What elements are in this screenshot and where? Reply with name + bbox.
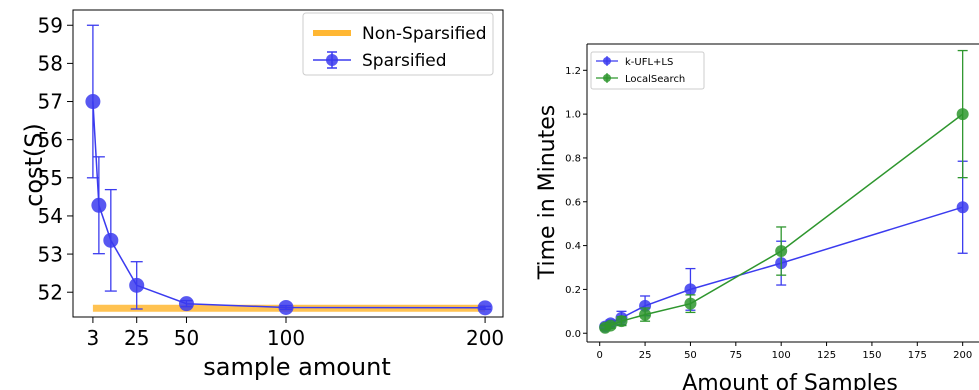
time-chart-y-tick-label: 0.0	[565, 329, 581, 340]
cost-chart-y-tick-label: 59	[38, 13, 63, 37]
time-chart-marks	[599, 49, 969, 334]
data-point-localsearch	[639, 308, 652, 321]
time-chart-x-axis-label: Amount of Samples	[682, 371, 898, 390]
time-chart-x-tick-label: 125	[817, 350, 836, 361]
time-chart-x-tick-label: 100	[772, 350, 791, 361]
data-point-localsearch	[956, 108, 969, 121]
cost-chart-y-tick-label: 55	[38, 166, 63, 190]
time-chart-y-tick-label: 0.4	[565, 241, 581, 252]
cost-chart-y-tick-label: 58	[38, 52, 63, 76]
time-chart-y-tick-label: 1.0	[565, 110, 581, 121]
data-point-sparsified	[477, 300, 493, 316]
time-chart-x-tick-label: 50	[684, 350, 697, 361]
time-chart-y-tick-label: 0.8	[565, 154, 581, 165]
time-chart-legend: k-UFL+LS LocalSearch	[590, 51, 705, 90]
data-point-k-ufl-ls	[956, 201, 969, 214]
cost-chart-y-tick-label: 54	[38, 204, 63, 228]
legend-label-localsearch: LocalSearch	[625, 74, 685, 85]
data-point-localsearch	[775, 245, 788, 258]
cost-chart-x-tick-label: 200	[466, 326, 504, 350]
data-point-sparsified	[103, 232, 119, 248]
data-point-sparsified	[178, 296, 194, 312]
cost-chart-y-axis-label: cost(S)	[20, 123, 48, 207]
legend-swatch-localsearch	[596, 73, 618, 83]
time-chart-axes: 0.0 0.2 0.4 0.6 0.8 1.0 1.2 0 25 50 75 100 125 150 175…	[565, 43, 979, 361]
cost-chart-axes: 52 53 54 55 56 57 58 59 3 25 50 100 200	[38, 9, 504, 350]
legend-label-k-ufl-ls: k-UFL+LS	[625, 57, 673, 68]
data-point-sparsified	[85, 94, 101, 110]
time-chart-legend-frame	[590, 51, 705, 90]
time-chart-y-tick-label: 0.2	[565, 285, 581, 296]
cost-chart-x-tick-label: 25	[124, 326, 149, 350]
legend-swatch-k-ufl-ls	[596, 56, 618, 66]
data-point-localsearch	[604, 319, 617, 332]
legend-label-non-sparsified: Non-Sparsified	[362, 24, 487, 44]
series-line-sparsified	[92, 101, 486, 309]
data-point-localsearch	[615, 315, 628, 328]
data-point-localsearch	[684, 297, 697, 310]
time-chart-x-tick-label: 175	[908, 350, 927, 361]
time-chart-x-tick-label: 75	[729, 350, 742, 361]
data-point-sparsified	[91, 197, 107, 213]
time-chart-x-tick-label: 25	[639, 350, 652, 361]
cost-chart-x-axis-label: sample amount	[203, 353, 391, 381]
data-point-sparsified	[278, 299, 294, 315]
cost-chart-marks	[85, 24, 493, 316]
time-chart-y-axis-label: Time in Minutes	[535, 105, 560, 281]
time-chart: 0.0 0.2 0.4 0.6 0.8 1.0 1.2 0 25 50 75 100 125 150 175…	[535, 43, 979, 390]
cost-chart-y-tick-label: 56	[38, 128, 63, 152]
time-chart-y-tick-label: 1.2	[565, 66, 581, 77]
cost-chart: 52 53 54 55 56 57 58 59 3 25 50 100 200 sample amoun…	[20, 9, 504, 381]
cost-chart-y-tick-label: 57	[38, 90, 63, 114]
time-chart-x-tick-label: 0	[597, 350, 603, 361]
legend-label-sparsified: Sparsified	[362, 51, 447, 71]
time-chart-x-tick-label: 200	[953, 350, 972, 361]
data-point-sparsified	[129, 277, 145, 293]
cost-chart-plot-frame	[72, 9, 504, 318]
cost-chart-legend: Non-Sparsified Sparsified	[302, 12, 494, 76]
data-point-k-ufl-ls	[639, 299, 652, 312]
cost-chart-x-tick-label: 3	[87, 326, 100, 350]
legend-swatch-sparsified	[313, 51, 351, 69]
cost-chart-x-tick-label: 50	[174, 326, 199, 350]
time-chart-x-tick-label: 150	[862, 350, 881, 361]
cost-chart-x-tick-label: 100	[267, 326, 305, 350]
series-line-localsearch	[604, 113, 964, 329]
cost-chart-y-tick-label: 53	[38, 242, 63, 266]
cost-chart-y-tick-label: 52	[38, 280, 63, 304]
time-chart-y-tick-label: 0.6	[565, 197, 581, 208]
data-point-k-ufl-ls	[684, 283, 697, 296]
